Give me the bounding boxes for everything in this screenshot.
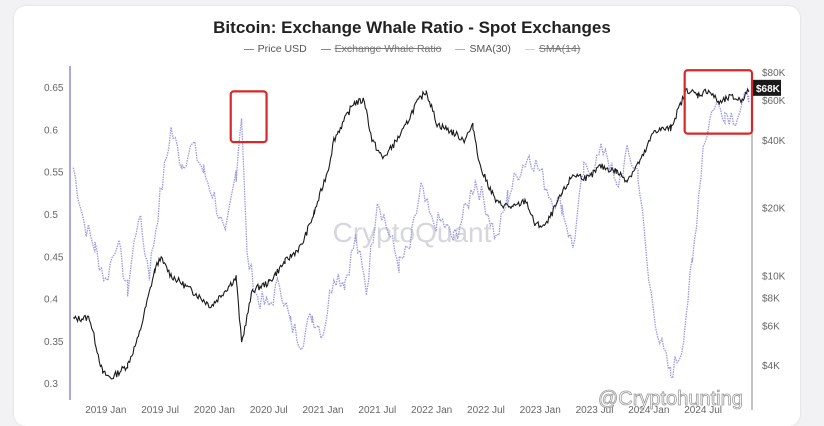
current-price-label: $68K [756, 84, 781, 95]
y-right-tick-label: $6K [762, 321, 780, 332]
x-tick-label: 2024 Jul [684, 405, 722, 416]
legend-item-price[interactable]: Price USD [243, 43, 307, 55]
x-tick-label: 2019 Jan [85, 405, 126, 416]
y-right-tick-label: $20K [762, 204, 786, 215]
chart-title: Bitcoin: Exchange Whale Ratio - Spot Exc… [213, 18, 611, 37]
legend-label: SMA(14) [538, 43, 581, 55]
y-left-tick-label: 0.6 [44, 125, 58, 136]
chart-legend: Price USD Exchange Whale Ratio SMA(30) S… [0, 43, 824, 55]
annotation-box-2 [683, 69, 754, 135]
y-right-tick-label: $10K [762, 271, 786, 282]
legend-swatch [243, 48, 254, 50]
x-tick-label: 2023 Jan [520, 405, 561, 416]
x-tick-label: 2021 Jul [358, 405, 396, 416]
x-tick-label: 2024 Jan [628, 405, 669, 416]
current-price-badge [753, 79, 781, 96]
y-right-tick-label: $60K [762, 96, 786, 107]
legend-swatch [455, 48, 466, 50]
x-tick-label: 2022 Jul [467, 405, 505, 416]
y-left-tick-label: 0.35 [44, 337, 64, 348]
y-left-tick-label: 0.45 [44, 252, 64, 263]
legend-swatch [524, 48, 535, 50]
legend-item-whale-ratio[interactable]: Exchange Whale Ratio [320, 43, 442, 55]
y-right-tick-label: $8K [762, 293, 780, 304]
series-line-sma30 [72, 90, 750, 380]
x-tick-label: 2022 Jan [411, 405, 452, 416]
credit-text: @Cryptohunting [598, 388, 743, 410]
x-tick-label: 2021 Jan [302, 405, 343, 416]
x-tick-label: 2020 Jan [194, 405, 235, 416]
chart-plot: 0.65 0.6 0.55 0.5 0.45 0.4 0.35 0.3 $80K $60K $40K… [44, 66, 786, 416]
series-line-price [72, 87, 750, 380]
legend-label: SMA(30) [469, 43, 511, 55]
y-left-tick-label: 0.65 [44, 83, 64, 94]
legend-swatch [320, 48, 331, 50]
legend-item-sma30[interactable]: SMA(30) [455, 43, 511, 55]
x-tick-label: 2019 Jul [141, 405, 179, 416]
y-right-tick-label: $40K [762, 136, 786, 147]
x-tick-label: 2023 Jul [576, 405, 614, 416]
legend-label: Exchange Whale Ratio [334, 43, 442, 55]
y-left-tick-label: 0.4 [44, 295, 58, 306]
legend-item-sma14[interactable]: SMA(14) [524, 43, 581, 55]
y-left-tick-label: 0.55 [44, 168, 64, 179]
annotation-box-1 [229, 90, 268, 144]
chart-card [14, 6, 800, 426]
legend-label: Price USD [257, 43, 307, 55]
y-left-tick-label: 0.3 [44, 379, 58, 390]
y-right-tick-label: $4K [762, 361, 780, 372]
y-left-tick-label: 0.5 [44, 210, 58, 221]
y-right-tick-label: $80K [762, 68, 786, 79]
x-tick-label: 2020 Jul [250, 405, 288, 416]
